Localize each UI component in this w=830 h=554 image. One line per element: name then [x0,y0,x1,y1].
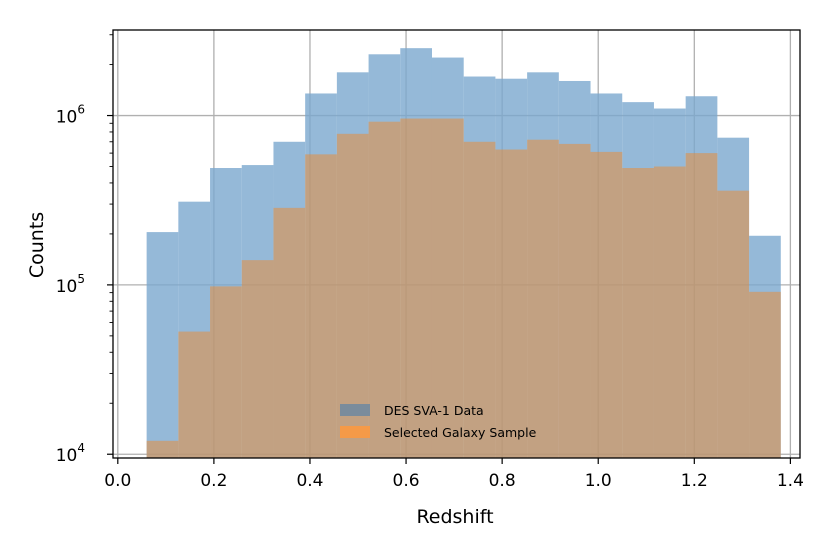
selected-sample-bar [210,286,242,458]
x-tick-label: 1.4 [777,471,804,491]
selected-sample-bar [400,118,432,459]
selected-sample-bar [146,440,179,458]
selected-sample-bar [749,291,781,458]
selected-sample-bar [336,133,369,458]
x-tick-label: 0.2 [200,471,227,491]
selected-sample-bar [495,149,528,459]
selected-sample-bar [368,121,401,458]
y-tick-label: 105 [56,272,85,297]
selected-sample-bar [685,153,718,459]
plot-border [112,29,801,459]
selected-sample-bar [558,143,591,458]
legend-label: DES SVA-1 Data [384,403,484,418]
selected-sample-bar [241,260,274,458]
legend-swatch [340,426,370,438]
selected-sample-bar [527,139,559,458]
selected-sample-bar [653,166,686,458]
histogram-bars [146,48,781,459]
axis-ticks: 0.0 0.2 0.4 0.6 0.8 1.0 1.2 1.4 104 105 106 [56,34,804,491]
x-tick-label: 0.4 [296,471,323,491]
legend-label: Selected Galaxy Sample [384,425,537,440]
legend: DES SVA-1 Data Selected Galaxy Sample [340,403,537,440]
x-tick-label: 0.8 [489,471,516,491]
y-tick-label: 104 [56,441,85,466]
selected-sample-bar [463,141,496,458]
x-tick-label: 1.2 [681,471,708,491]
plot-frame [112,29,801,459]
selected-sample-bar [717,190,750,459]
y-axis-label: Counts [26,212,48,278]
selected-sample-bar [590,151,623,459]
selected-sample-bar [431,118,464,459]
legend-swatch [340,404,370,416]
des-data-bar [146,232,179,458]
x-tick-label: 1.0 [585,471,612,491]
y-tick-label: 106 [56,103,85,128]
selected-sample-bar [305,154,337,458]
selected-sample-bar [622,168,654,458]
selected-sample-bar [273,207,306,458]
selected-sample-bar [178,331,211,458]
x-tick-label: 0.6 [393,471,420,491]
x-tick-label: 0.0 [104,471,131,491]
x-axis-label: Redshift [416,506,493,528]
